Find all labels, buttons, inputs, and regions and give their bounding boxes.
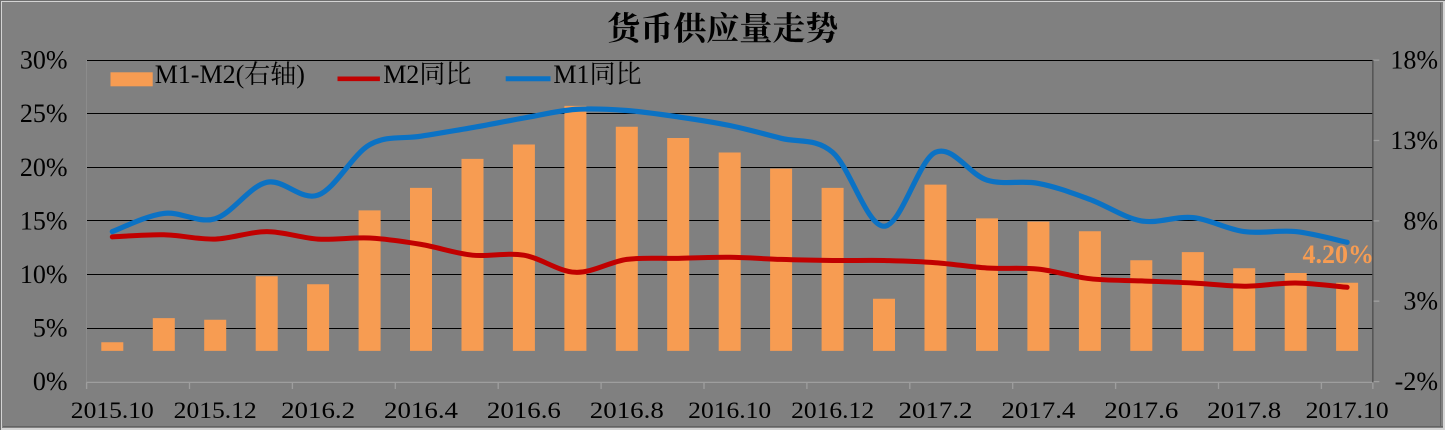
svg-text:0%: 0% <box>33 367 68 396</box>
svg-text:15%: 15% <box>20 206 68 235</box>
svg-text:): ) <box>296 60 305 89</box>
svg-text:3%: 3% <box>1403 287 1438 316</box>
svg-text:5%: 5% <box>33 314 68 343</box>
svg-text:8%: 8% <box>1403 206 1438 235</box>
svg-text:M2: M2 <box>383 60 419 89</box>
svg-text:10%: 10% <box>20 260 68 289</box>
svg-text:2017.2: 2017.2 <box>899 398 973 424</box>
svg-text:2016.12: 2016.12 <box>791 398 874 424</box>
svg-text:2016.2: 2016.2 <box>281 398 355 424</box>
svg-text:20%: 20% <box>20 153 68 182</box>
svg-text:2017.10: 2017.10 <box>1306 398 1389 424</box>
svg-text:-2%: -2% <box>1395 367 1438 396</box>
svg-text:M1-M2(: M1-M2( <box>155 60 245 89</box>
svg-text:2016.8: 2016.8 <box>590 398 664 424</box>
svg-text:2016.4: 2016.4 <box>384 398 458 424</box>
svg-text:2016.6: 2016.6 <box>487 398 561 424</box>
svg-text:13%: 13% <box>1390 126 1438 155</box>
svg-text:30%: 30% <box>20 46 68 75</box>
svg-text:2016.10: 2016.10 <box>688 398 771 424</box>
svg-text:M1: M1 <box>553 60 589 89</box>
svg-text:18%: 18% <box>1390 46 1438 75</box>
svg-text:2017.4: 2017.4 <box>1001 398 1075 424</box>
svg-text:2017.6: 2017.6 <box>1104 398 1178 424</box>
svg-text:2015.12: 2015.12 <box>174 398 257 424</box>
svg-text:2015.10: 2015.10 <box>71 398 154 424</box>
svg-text:2017.8: 2017.8 <box>1207 398 1281 424</box>
svg-text:4.20%: 4.20% <box>1303 240 1375 269</box>
svg-text:25%: 25% <box>20 99 68 128</box>
